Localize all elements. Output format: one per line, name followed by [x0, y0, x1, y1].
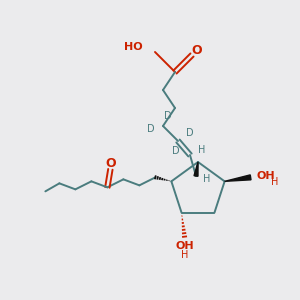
- Text: D: D: [172, 146, 180, 156]
- Text: O: O: [105, 157, 116, 170]
- Text: OH: OH: [175, 241, 194, 251]
- Text: D: D: [164, 111, 172, 121]
- Text: O: O: [192, 44, 202, 58]
- Text: D: D: [147, 124, 155, 134]
- Text: OH: OH: [256, 171, 275, 181]
- Text: H: H: [198, 145, 206, 155]
- Polygon shape: [194, 162, 198, 176]
- Polygon shape: [225, 175, 251, 181]
- Text: H: H: [181, 250, 188, 260]
- Text: H: H: [203, 174, 211, 184]
- Text: H: H: [271, 177, 278, 187]
- Text: HO: HO: [124, 42, 143, 52]
- Text: D: D: [186, 128, 194, 138]
